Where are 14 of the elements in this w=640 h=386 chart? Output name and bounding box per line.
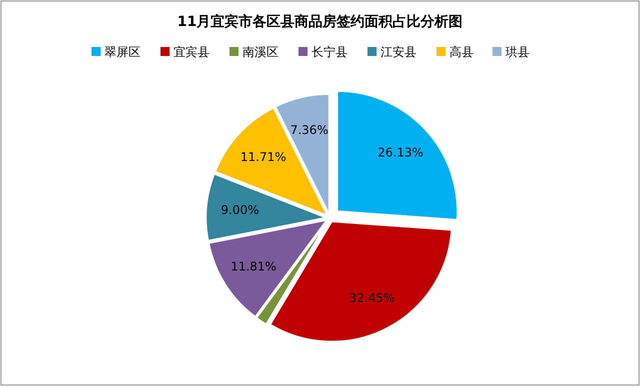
- chart-title: 11月宜宾市各区县商品房签约面积占比分析图: [177, 13, 463, 30]
- legend-label: 江安县: [380, 45, 416, 59]
- legend-label: 珙县: [506, 45, 530, 59]
- legend-label: 高县: [450, 45, 474, 59]
- data-label: 32.45%: [348, 291, 395, 306]
- legend-label: 长宁县: [312, 45, 348, 59]
- data-label: 11.81%: [230, 259, 276, 274]
- legend-label: 南溪区: [242, 45, 278, 59]
- data-label: 11.71%: [240, 150, 286, 164]
- data-label: 9.00%: [220, 202, 260, 217]
- legend-label: 翠屏区: [104, 45, 140, 59]
- data-label: 7.36%: [290, 123, 328, 138]
- legend-label: 宜宾县: [174, 45, 210, 59]
- data-label: 26.13%: [378, 145, 424, 160]
